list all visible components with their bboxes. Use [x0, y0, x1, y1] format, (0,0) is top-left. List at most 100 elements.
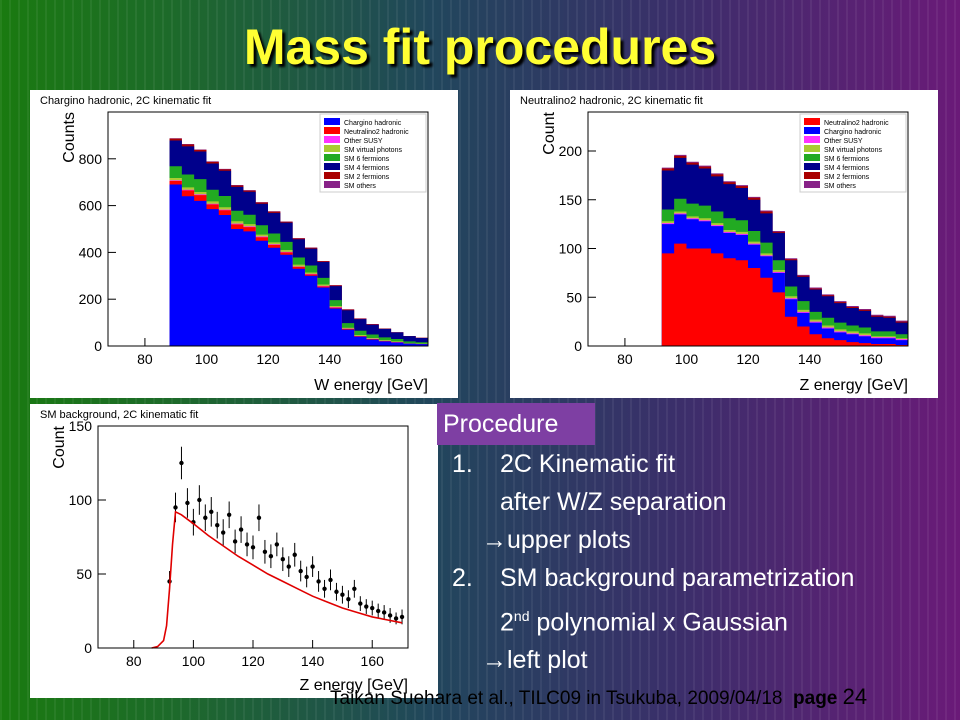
data-point — [203, 515, 208, 520]
y-tick-label: 200 — [79, 291, 103, 307]
x-axis-label: Z energy [GeV] — [300, 677, 409, 694]
sm-background-chart: SM background, 2C kinematic fit 0 50 100 150… — [40, 409, 409, 694]
y-tick-label: 200 — [559, 143, 583, 159]
procedure-heading: Procedure — [437, 403, 595, 445]
x-axis-label: Z energy [GeV] — [800, 377, 909, 394]
data-point — [346, 596, 351, 602]
x-tick-label: 140 — [301, 653, 325, 669]
legend-entry: SM others — [344, 183, 376, 190]
step1-number: 1. — [452, 450, 473, 478]
plot-frame — [107, 111, 429, 347]
data-point — [280, 557, 286, 562]
y-tick-label: 800 — [79, 151, 103, 167]
legend-entry: Neutralino2 hadronic — [824, 120, 889, 127]
y-tick-label: 50 — [566, 289, 582, 305]
y-tick-label: 0 — [574, 338, 582, 354]
data-point — [316, 579, 321, 584]
x-axis-label: W energy [GeV] — [314, 377, 428, 394]
data-point — [399, 614, 405, 620]
y-tick-label: 0 — [94, 338, 102, 354]
data-point — [238, 527, 244, 532]
legend-entry: SM 6 fermions — [344, 156, 390, 163]
footer-citation: Taikan Suehara et al., TILC09 in Tsukuba… — [330, 688, 783, 709]
legend-swatch — [324, 118, 340, 125]
y-axis-label: Count — [51, 425, 68, 468]
x-tick-label: 100 — [195, 351, 219, 367]
x-tick-label: 140 — [798, 351, 822, 367]
y-tick-label: 150 — [69, 418, 93, 434]
x-tick-label: 160 — [379, 351, 403, 367]
legend-entry: SM virtual photons — [824, 147, 882, 154]
y-axis-label: Counts — [61, 112, 78, 163]
data-point — [215, 522, 220, 528]
plot-frame — [587, 111, 909, 347]
legend-swatch — [324, 136, 340, 143]
page-number: 24 — [842, 684, 868, 709]
y-axis-label: Count — [541, 111, 558, 154]
fit-curve — [151, 510, 403, 649]
legend-swatch — [324, 181, 340, 188]
chargino-chart-panel: Chargino hadronic, 2C kinematic fit 0 200 4… — [30, 90, 458, 398]
procedure-steps: 1. 2C Kinematic fit after W/Z separation … — [452, 445, 960, 679]
series-area — [661, 243, 921, 346]
y-tick-label: 400 — [79, 244, 103, 260]
step1-line1: 1. 2C Kinematic fit — [452, 445, 960, 483]
y-tick-label: 100 — [559, 241, 583, 257]
data-point — [262, 549, 268, 554]
step2-order-suffix: nd — [513, 608, 530, 624]
step1-text: 2C Kinematic fit — [500, 450, 676, 478]
legend-swatch — [324, 145, 340, 152]
step1-arrow: →upper plots — [482, 526, 631, 554]
step2-text2: polynomial x Gaussian — [529, 608, 788, 637]
data-point — [268, 554, 274, 559]
x-tick-label: 100 — [182, 653, 206, 669]
chart-title: SM background, 2C kinematic fit — [40, 409, 198, 421]
legend-entry: Other SUSY — [824, 138, 863, 145]
legend-entry: SM 6 fermions — [824, 156, 870, 163]
chargino-chart: Chargino hadronic, 2C kinematic fit 0 200 4… — [40, 95, 429, 394]
step2-line1: 2. SM background parametrization — [452, 559, 960, 597]
data-point — [274, 542, 280, 547]
y-tick-label: 150 — [559, 192, 583, 208]
data-point — [256, 515, 262, 520]
legend-entry: SM virtual photons — [344, 147, 402, 154]
data-point — [387, 613, 393, 618]
series-area — [144, 184, 428, 346]
data-point — [173, 505, 178, 510]
legend-entry: SM 2 fermions — [344, 174, 390, 181]
data-point — [220, 530, 226, 535]
step2-number: 2. — [452, 564, 473, 592]
data-point — [304, 574, 309, 580]
data-point — [286, 564, 291, 569]
legend-swatch — [804, 127, 820, 134]
data-point — [352, 586, 357, 591]
data-point — [393, 616, 399, 621]
data-point — [185, 500, 190, 506]
sm-background-chart-panel: SM background, 2C kinematic fit 0 50 100 150… — [30, 404, 438, 698]
data-point — [298, 568, 303, 574]
y-tick-label: 100 — [69, 492, 93, 508]
data-point — [358, 601, 363, 606]
page-label: page — [793, 688, 838, 709]
legend-swatch — [804, 136, 820, 143]
y-tick-label: 50 — [76, 566, 92, 582]
step2-text: SM background parametrization — [500, 564, 855, 592]
legend-swatch — [324, 127, 340, 134]
legend-entry: SM 4 fermions — [824, 165, 870, 172]
x-tick-label: 160 — [859, 351, 883, 367]
legend-entry: SM others — [824, 183, 856, 190]
data-point — [179, 460, 184, 466]
y-tick-label: 600 — [79, 198, 103, 214]
data-point — [381, 610, 387, 615]
data-point — [310, 564, 315, 569]
data-point — [364, 604, 369, 609]
chart-title: Neutralino2 hadronic, 2C kinematic fit — [520, 95, 703, 107]
step2-line2: 2nd polynomial x Gaussian — [452, 597, 960, 641]
neutralino-chart-panel: Neutralino2 hadronic, 2C kinematic fit 0 5… — [510, 90, 938, 398]
x-tick-label: 100 — [675, 351, 699, 367]
x-tick-label: 80 — [137, 351, 153, 367]
legend-swatch — [804, 163, 820, 170]
data-point — [250, 545, 256, 550]
legend-swatch — [804, 172, 820, 179]
legend-swatch — [324, 163, 340, 170]
